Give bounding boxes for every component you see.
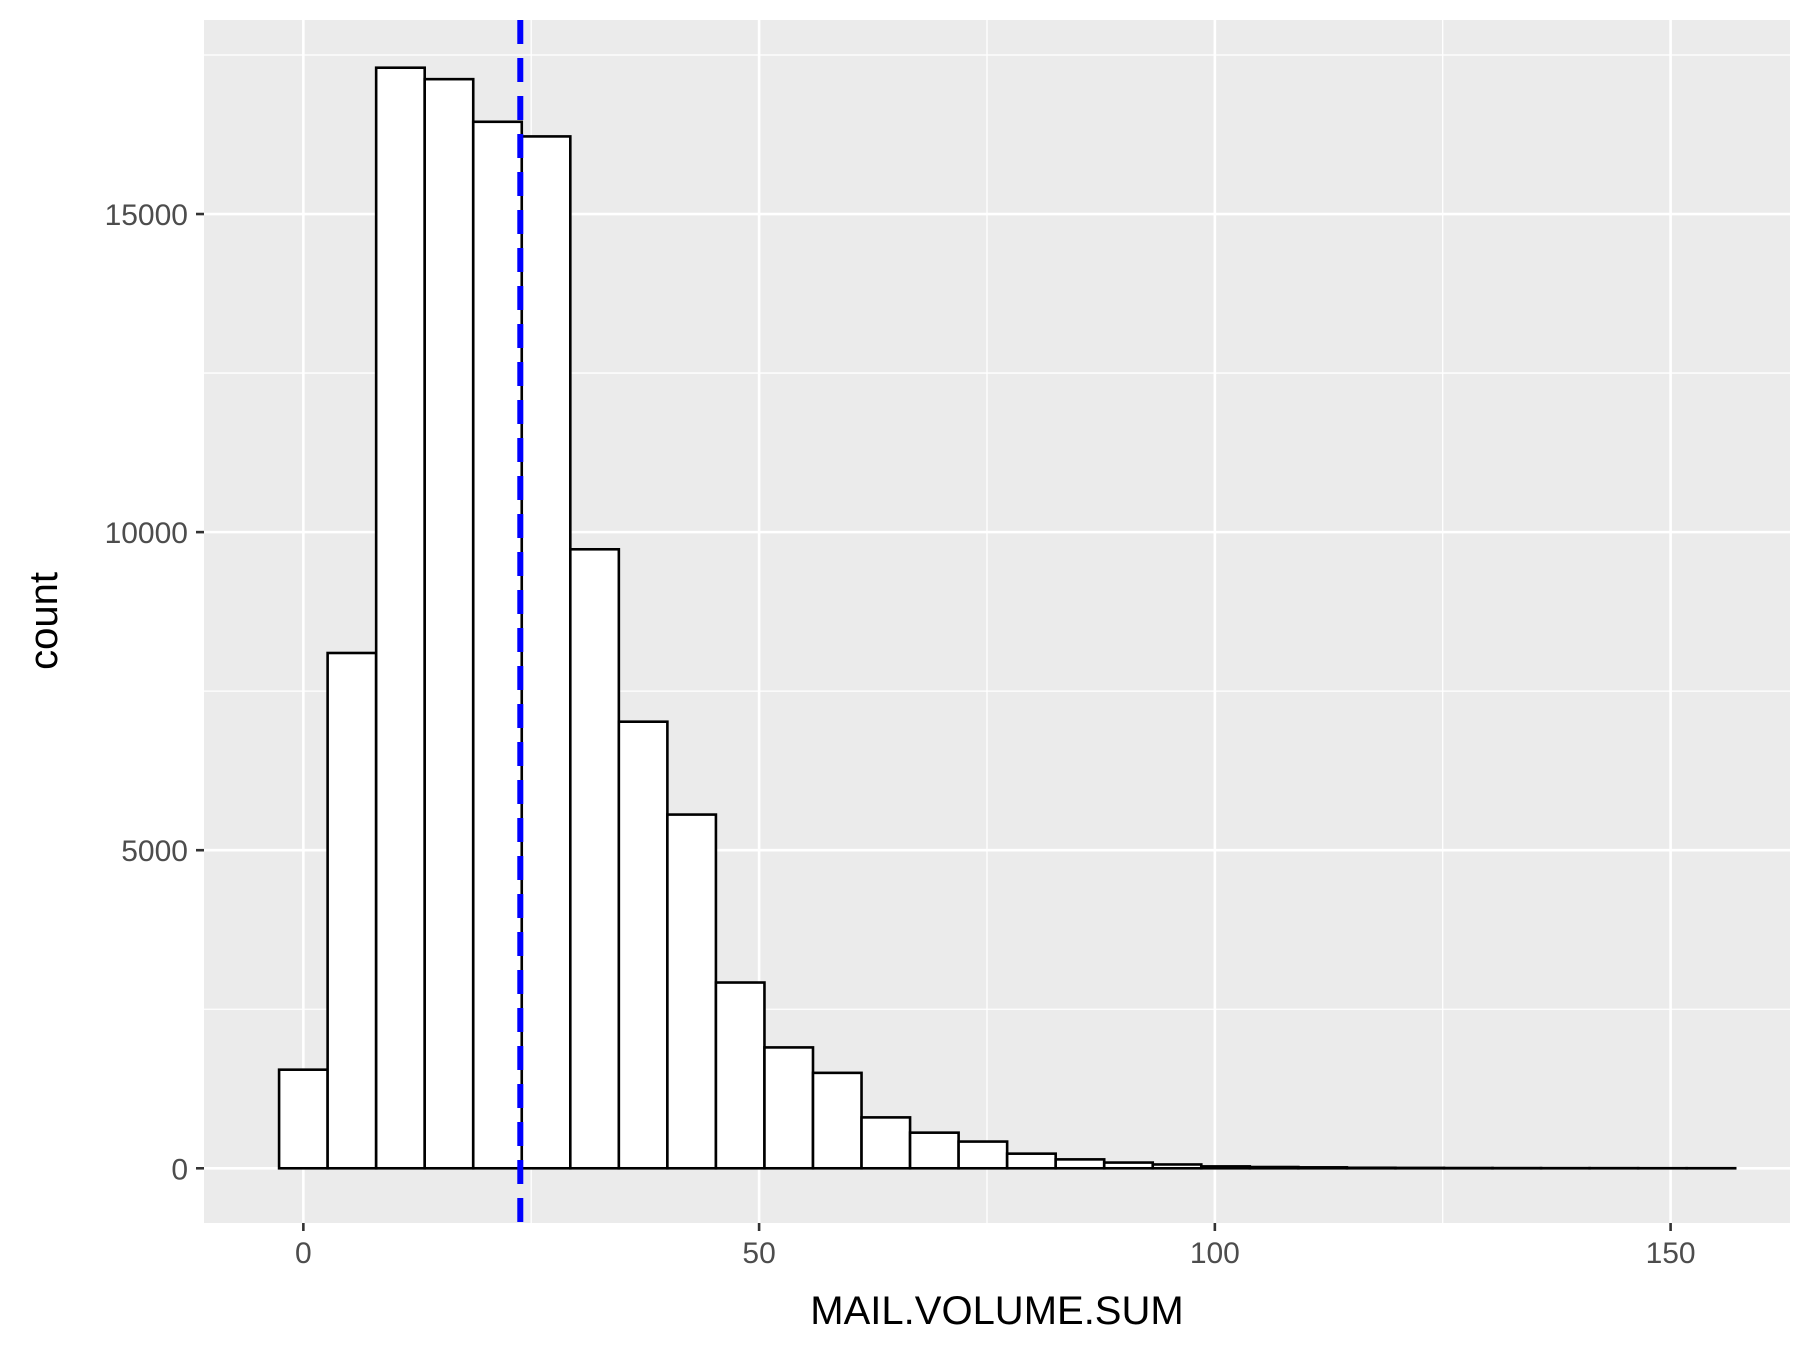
histogram-bar — [1345, 1166, 1397, 1170]
histogram-bar — [1199, 1165, 1252, 1170]
histogram-bar — [763, 1046, 815, 1170]
x-tick-label: 150 — [1646, 1237, 1696, 1270]
histogram-bar — [1248, 1165, 1300, 1170]
histogram-bar — [1297, 1166, 1349, 1170]
histogram-bar — [1054, 1158, 1106, 1170]
histogram-bar — [908, 1131, 960, 1170]
histogram-bar — [569, 547, 621, 1170]
histogram-bar — [277, 1068, 329, 1170]
x-axis-title: MAIL.VOLUME.SUM — [810, 1289, 1183, 1333]
x-tick-label: 0 — [295, 1237, 312, 1270]
x-tick-label: 50 — [742, 1237, 775, 1270]
y-tick-label: 0 — [171, 1153, 188, 1186]
histogram-bar — [520, 135, 572, 1170]
histogram-bar — [666, 813, 718, 1170]
histogram-bar — [617, 720, 669, 1170]
y-tick-label: 5000 — [121, 835, 188, 868]
histogram-bar — [326, 651, 378, 1170]
histogram-bar — [1102, 1161, 1155, 1170]
histogram-bar — [1005, 1152, 1057, 1170]
histogram-bar — [811, 1071, 863, 1170]
x-tick-label: 100 — [1190, 1237, 1240, 1270]
x-axis: 0 50 100 150 — [295, 1223, 1696, 1270]
histogram-bar — [860, 1116, 912, 1170]
histogram-bar — [374, 66, 426, 1170]
y-axis: 0 5000 10000 15000 — [105, 199, 204, 1186]
histogram-bar — [423, 77, 475, 1170]
histogram-bar — [957, 1140, 1009, 1170]
histogram-bar — [714, 981, 766, 1170]
histogram-bar — [471, 120, 524, 1170]
histogram-bar — [1151, 1163, 1203, 1170]
y-tick-label: 10000 — [105, 517, 188, 550]
y-tick-label: 15000 — [105, 199, 188, 232]
y-axis-title: count — [22, 572, 66, 670]
